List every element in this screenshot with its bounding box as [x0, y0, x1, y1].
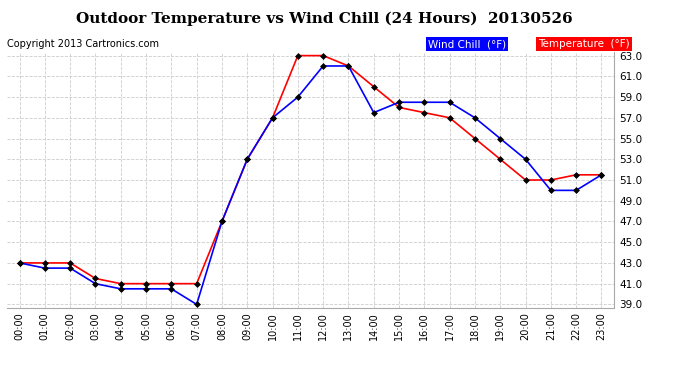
- Text: Wind Chill  (°F): Wind Chill (°F): [428, 39, 506, 50]
- Text: Copyright 2013 Cartronics.com: Copyright 2013 Cartronics.com: [7, 39, 159, 50]
- Text: Outdoor Temperature vs Wind Chill (24 Hours)  20130526: Outdoor Temperature vs Wind Chill (24 Ho…: [76, 11, 573, 26]
- Text: Temperature  (°F): Temperature (°F): [538, 39, 630, 50]
